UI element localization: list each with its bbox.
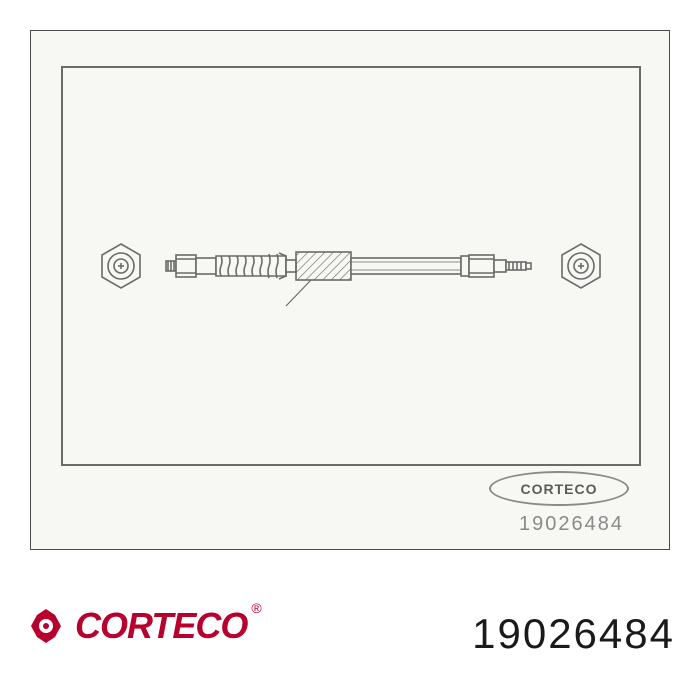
registered-mark: ®: [251, 600, 261, 616]
part-number-bottom: 19026484: [472, 610, 675, 658]
brand-name-inner: CORTECO: [521, 481, 598, 497]
brake-hose-drawing: [61, 66, 641, 466]
brand-logo-bottom: CORTECO ®: [25, 605, 266, 647]
diagram-inner-frame: [61, 66, 641, 466]
brand-icon: [25, 605, 67, 647]
diagram-outer-frame: CORTECO 19026484: [30, 30, 670, 550]
brand-oval-badge: CORTECO: [489, 471, 629, 506]
brand-logo-text: CORTECO: [75, 605, 247, 647]
part-number-inner: 19026484: [519, 513, 624, 536]
